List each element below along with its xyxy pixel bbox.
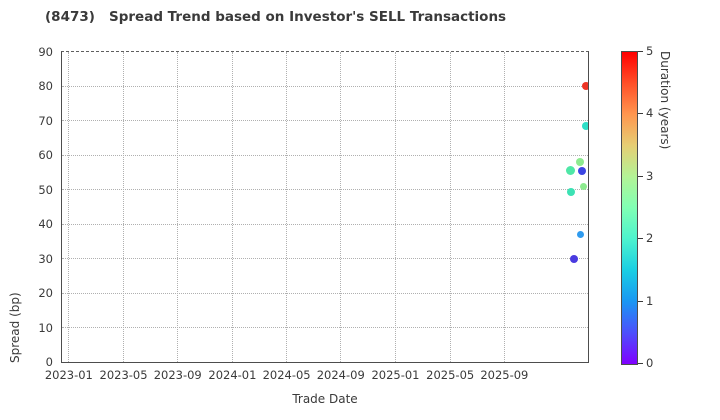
plot-area xyxy=(61,51,589,363)
y-grid-line xyxy=(62,223,588,225)
colorbar-tick-label: 4 xyxy=(646,106,654,121)
data-point xyxy=(566,166,576,176)
x-tick-label: 2025-01 xyxy=(371,368,420,382)
x-grid-line xyxy=(503,52,505,362)
y-grid-line xyxy=(62,327,588,329)
y-grid-line xyxy=(62,189,588,191)
colorbar-tick xyxy=(638,238,643,240)
x-tick-label: 2024-01 xyxy=(208,368,257,382)
y-grid-line xyxy=(62,85,588,87)
chart-title: (8473) Spread Trend based on Investor's … xyxy=(45,9,507,25)
colorbar-tick xyxy=(638,113,643,115)
colorbar-tick-label: 5 xyxy=(646,44,654,58)
data-point xyxy=(580,182,588,190)
y-tick-label: 10 xyxy=(38,320,53,335)
data-point xyxy=(582,82,588,91)
y-grid-line xyxy=(62,258,588,260)
y-tick-label: 90 xyxy=(38,45,53,59)
data-point xyxy=(575,158,584,167)
y-tick-label: 20 xyxy=(38,286,53,301)
y-tick-label: 70 xyxy=(38,113,53,128)
x-grid-line xyxy=(394,52,396,362)
colorbar-tick-label: 1 xyxy=(646,293,654,308)
y-grid-line xyxy=(62,292,588,294)
y-grid-line xyxy=(62,120,588,122)
colorbar xyxy=(621,51,638,365)
x-grid-line xyxy=(123,52,125,362)
x-grid-line xyxy=(231,52,233,362)
colorbar-tick xyxy=(638,175,643,177)
y-tick-label: 40 xyxy=(38,217,53,232)
y-tick-label: 50 xyxy=(38,182,53,197)
data-point xyxy=(576,231,584,239)
y-tick-label: 0 xyxy=(45,355,53,369)
y-tick-label: 60 xyxy=(38,148,53,163)
x-grid-line xyxy=(340,52,342,362)
data-point xyxy=(570,255,579,263)
x-tick-label: 2023-01 xyxy=(44,368,93,382)
y-tick-label: 80 xyxy=(38,79,53,94)
x-grid-line xyxy=(68,52,70,362)
colorbar-tick-label: 2 xyxy=(646,231,654,246)
y-grid-line xyxy=(62,154,588,156)
x-grid-line xyxy=(449,52,451,362)
colorbar-tick-label: 3 xyxy=(646,168,654,183)
colorbar-tick xyxy=(638,363,643,364)
x-tick-label: 2025-09 xyxy=(480,368,529,382)
x-tick-label: 2023-09 xyxy=(153,368,202,382)
data-point xyxy=(581,122,588,131)
y-tick-label: 30 xyxy=(38,251,53,266)
x-axis-ticks: 2023-01 2023-05 2023-09 2024-01 2024-05 2024-… xyxy=(45,368,588,384)
data-point xyxy=(566,187,575,196)
x-grid-line xyxy=(177,52,179,362)
y-axis-ticks: 0 10 20 30 40 50 60 70 80 90 xyxy=(0,45,53,369)
x-axis-label: Trade Date xyxy=(292,392,358,406)
x-tick-label: 2024-09 xyxy=(316,368,365,382)
x-tick-label: 2025-05 xyxy=(426,368,475,382)
x-tick-label: 2024-05 xyxy=(262,368,311,382)
colorbar-tick-label: 0 xyxy=(646,356,654,370)
colorbar-tick xyxy=(638,300,643,302)
colorbar-tick xyxy=(638,51,643,52)
colorbar-label: Duration (years) xyxy=(658,51,672,150)
x-tick-label: 2023-05 xyxy=(99,368,148,382)
x-grid-line xyxy=(286,52,288,362)
data-point xyxy=(578,166,587,175)
